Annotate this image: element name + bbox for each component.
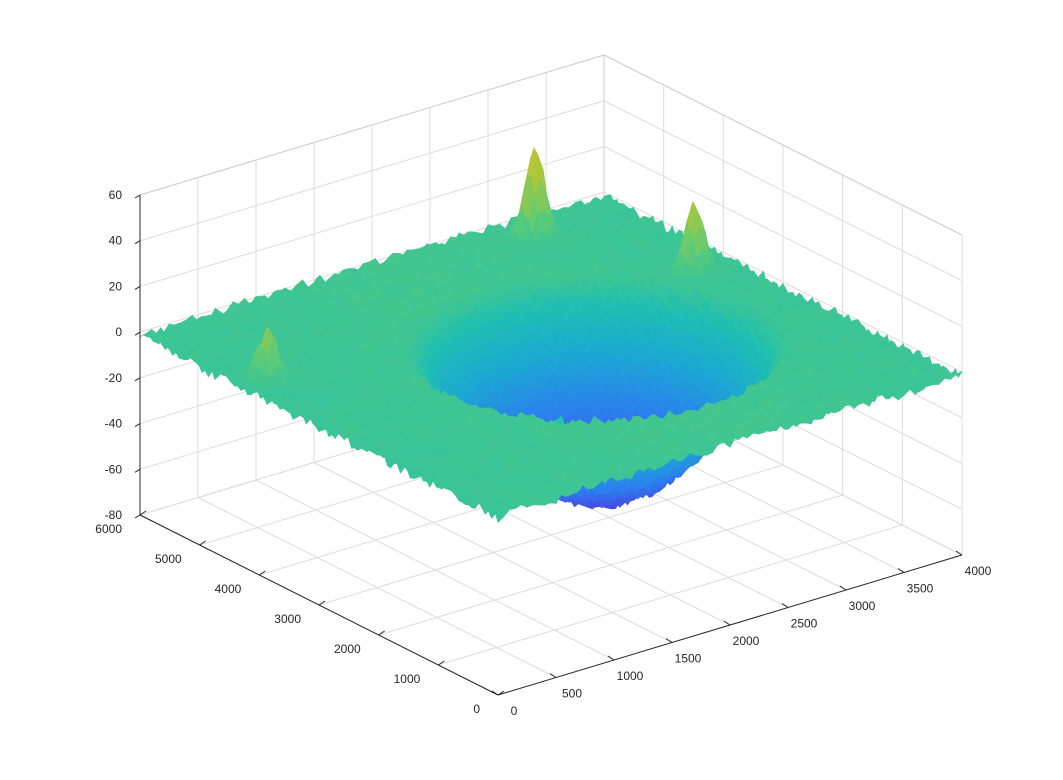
grid-line xyxy=(438,524,903,666)
grid-line xyxy=(139,145,605,287)
grid-line xyxy=(603,100,963,282)
box-edge xyxy=(603,54,963,236)
grid-line xyxy=(603,191,963,373)
grid-line xyxy=(318,464,784,606)
grid-line xyxy=(603,145,963,327)
grid-line xyxy=(378,494,843,636)
grid-line xyxy=(139,100,605,242)
surface-mesh xyxy=(139,146,963,523)
box-edge xyxy=(139,54,605,196)
